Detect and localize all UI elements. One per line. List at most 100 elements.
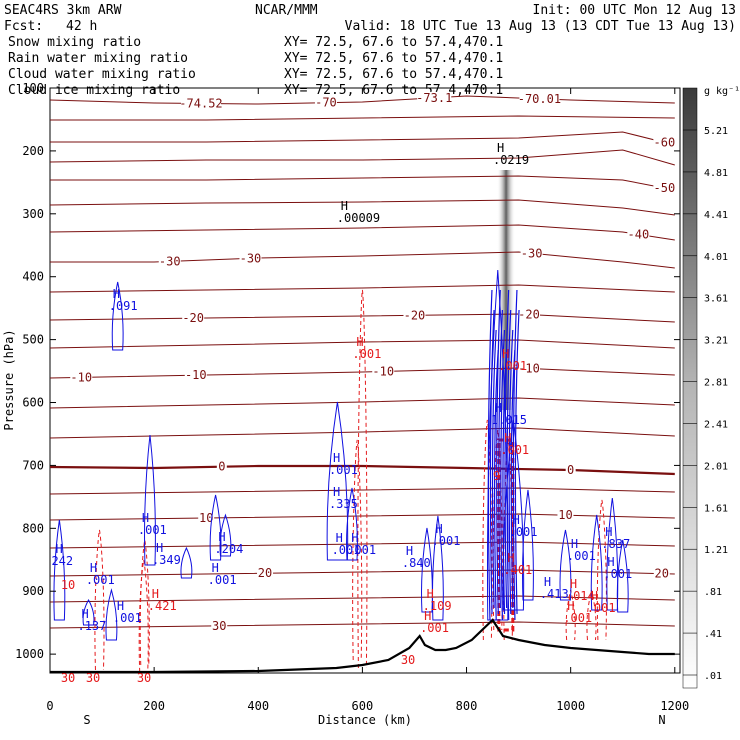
y-tick-label: 100 [22,81,44,95]
cloud-contour [144,434,156,566]
temp-label-bg [653,182,676,193]
rain-contour [352,439,363,661]
max-marker: H [427,587,434,601]
max-value: .001 [347,543,376,557]
rain-contour [596,499,607,641]
rain-contour [139,539,150,666]
max-marker: H [513,513,520,527]
colorbar-tick-label: .01 [704,671,722,682]
temp-label-bg [372,365,395,377]
max-value: .014 [566,589,595,603]
max-marker: H [351,531,358,545]
max-value: .837 [601,537,630,551]
cloud-core-contour [494,349,499,621]
colorbar-tick-label: .81 [704,587,722,598]
temp-contour [49,199,675,216]
max-marker: H [113,287,120,301]
max-value: .001 [500,443,529,457]
temp-contour [49,339,675,349]
max-marker: H [507,551,514,565]
rain-contours [94,289,607,673]
fcst-label: Fcst: [4,19,43,34]
cloud-core-contour [500,329,506,621]
max-value: 10 [61,578,75,592]
temp-label-bg [519,92,560,104]
max-value: .001 [352,347,381,361]
temp-label-bg [257,567,274,579]
maxima-labels: H.00009H.0219H.091H.001H.349H.204H.001H.… [51,141,632,685]
max-value: .413 [540,587,569,601]
temp-contour [49,621,675,629]
max-value: 30 [401,653,415,667]
max-marker: H [570,577,577,591]
snow-shading [497,170,516,410]
x-tick-label: 600 [352,699,374,713]
y-tick-label: 400 [22,270,44,284]
cloud-core-contour [514,309,520,615]
init-time: Init: 00 UTC Mon 12 Aug 13 [533,3,737,18]
temp-label-bg [518,308,541,320]
rain-contour [138,559,149,673]
max-marker: H [156,541,163,555]
temp-contour [49,149,675,166]
y-tick-label: 300 [22,207,44,221]
temp-contour [49,464,675,476]
cloud-contour [522,489,534,601]
cloud-core-contour [487,289,493,621]
colorbar-tick-label: 4.41 [704,210,728,221]
temp-label: 20 [655,567,669,581]
max-marker: H [333,451,340,465]
colorbar-tick-label: 3.61 [704,294,728,305]
max-value: .401 [503,563,532,577]
colorbar-unit: g kg⁻¹ [704,86,740,97]
temp-label-bg [520,247,543,259]
temp-label: -10 [372,364,394,378]
max-marker: H [607,555,614,569]
cloud-contour [180,546,193,579]
max-marker: H [504,431,511,445]
temp-label: -74.52 [179,96,222,110]
max-value: .00009 [337,211,380,225]
axes: 0 200 400 600 800 1000 12001002003004005006007… [15,81,689,713]
temp-contour [49,569,675,577]
cloud-core-contour [506,309,512,621]
y-tick-label: 900 [22,584,44,598]
temp-label: -20 [182,311,204,325]
cloud-core-contour [498,309,503,609]
max-value: .349 [152,553,181,567]
max-marker: H [90,561,97,575]
max-value: .001 [329,463,358,477]
center-title: NCAR/MMM [255,3,318,18]
field-name: Rain water mixing ratio [8,51,188,66]
temp-label: -70 [315,96,337,110]
x-tick-label: 400 [247,699,269,713]
temp-label-bg [565,464,576,475]
valid-time: Valid: 18 UTC Tue 13 Aug 13 (13 CDT Tue … [345,19,736,34]
max-value: .001 [567,549,596,563]
colorbar-tick-label: 2.41 [704,419,728,430]
temperature-contours: -70 -74.52 -73.1 -70.01 -60 -50 -40 -30 -30 -30 -2… [49,91,676,633]
x-tick-label: 0 [46,699,53,713]
temp-label: 0 [218,460,225,474]
y-tick-label: 500 [22,333,44,347]
temp-contour [49,95,675,105]
temp-label: -73.1 [416,91,452,105]
rain-contour [94,529,105,671]
y-tick-label: 800 [22,521,44,535]
cloud-contour [559,529,572,601]
max-marker: H [495,401,502,415]
temp-label-bg [158,255,181,267]
max-value: .001 [509,525,538,539]
max-marker: H [436,522,443,536]
max-value: 30 [137,671,151,685]
temp-label-bg [403,309,426,321]
max-marker: H [142,511,149,525]
temp-label: -50 [654,181,676,195]
max-marker: H [152,587,159,601]
cloud-core-contour [504,289,510,609]
temp-contour [49,224,675,241]
plot-frame [49,87,681,674]
cloud-core-contour [496,289,501,615]
cloud-core-contour [502,349,508,615]
